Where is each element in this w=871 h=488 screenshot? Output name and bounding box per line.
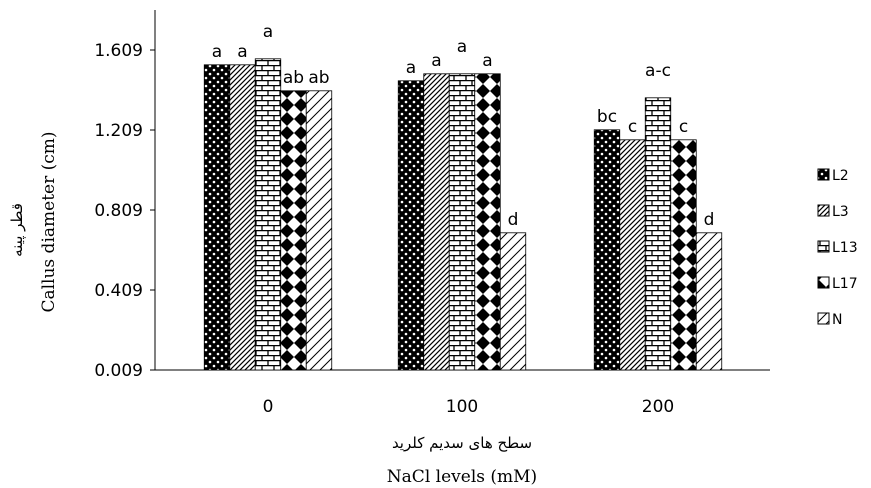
significance-letter: ab <box>283 68 304 88</box>
y-axis-ticks: 1.609 1.209 0.809 0.409 0.009 <box>94 41 155 381</box>
legend-label: N <box>832 312 842 328</box>
legend-swatch <box>818 313 829 324</box>
bar-n-0 <box>306 91 332 370</box>
significance-letter: c <box>628 117 637 137</box>
y-axis-title-fa: قطر پینه <box>8 203 27 257</box>
bar-l13-0 <box>255 59 281 370</box>
y-tick-label: 0.809 <box>94 201 143 221</box>
bar-n-100 <box>500 233 526 370</box>
x-tick-label: 200 <box>642 397 674 417</box>
x-tick-label: 100 <box>446 397 478 417</box>
significance-letter: a <box>237 42 247 62</box>
y-tick-label: 1.609 <box>94 41 143 61</box>
legend-label: L17 <box>832 276 858 292</box>
y-tick-label: 1.209 <box>94 121 143 141</box>
legend: L2 L3 L13 L17 N <box>818 168 858 328</box>
bar-l2-100 <box>398 81 424 370</box>
significance-letter: c <box>679 117 688 137</box>
x-axis-title: NaCl levels (mM) <box>387 467 537 487</box>
significance-letter: ab <box>308 68 329 88</box>
bar-l3-0 <box>230 65 256 370</box>
significance-letter: a <box>263 22 273 42</box>
significance-letter: a <box>406 58 416 78</box>
legend-swatch <box>818 277 829 288</box>
legend-swatch <box>818 169 829 180</box>
bar-l13-200 <box>645 98 671 370</box>
bar-l3-100 <box>424 74 450 370</box>
bars <box>204 59 722 370</box>
significance-letter: a <box>212 42 222 62</box>
x-axis-ticks: 0 100 200 <box>263 397 675 417</box>
y-tick-label: 0.409 <box>94 281 143 301</box>
legend-label: L2 <box>832 168 849 184</box>
y-axis-title: Callus diameter (cm) <box>39 131 59 312</box>
bar-l2-0 <box>204 65 230 370</box>
significance-letter: d <box>508 210 519 230</box>
significance-letter: d <box>704 210 715 230</box>
legend-swatch <box>818 205 829 216</box>
significance-letter: a <box>431 51 441 71</box>
bar-l17-200 <box>671 140 697 370</box>
significance-letter: a <box>482 51 492 71</box>
x-axis-title-fa: سطح های سدیم کلرید <box>392 434 532 452</box>
legend-label: L13 <box>832 240 858 256</box>
significance-letter: a-c <box>645 61 671 81</box>
bar-l17-100 <box>475 74 501 370</box>
legend-label: L3 <box>832 204 849 220</box>
y-tick-label: 0.009 <box>94 361 143 381</box>
bar-l17-0 <box>281 91 307 370</box>
bar-l3-200 <box>620 140 646 370</box>
x-tick-label: 0 <box>263 397 274 417</box>
bar-l13-100 <box>449 74 475 370</box>
bar-n-200 <box>696 233 722 370</box>
significance-letter: bc <box>597 107 617 127</box>
legend-swatch <box>818 241 829 252</box>
significance-letter: a <box>457 37 467 57</box>
bar-l2-200 <box>594 130 620 370</box>
